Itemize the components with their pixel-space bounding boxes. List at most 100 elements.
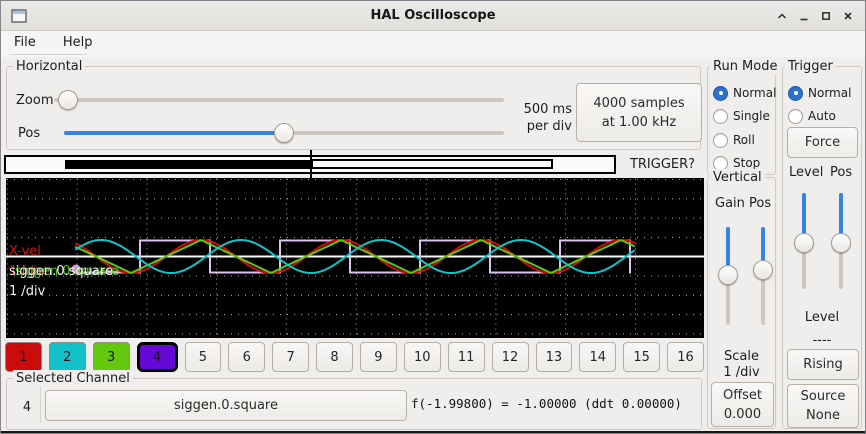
pos-slider-label: Pos: [18, 126, 41, 141]
run-mode-option-normal[interactable]: Normal: [713, 84, 776, 102]
minimize-icon: [800, 18, 808, 21]
gain-slider-label: Gain: [715, 196, 745, 211]
channel-button-13[interactable]: 13: [535, 342, 573, 372]
shade-button[interactable]: [771, 5, 793, 27]
menu-file[interactable]: File: [14, 35, 36, 50]
radio-label: Normal: [733, 86, 777, 100]
channel-value-readout: f(-1.99800) = -1.00000 (ddt 0.00000): [411, 396, 682, 411]
trigger-status-label: TRIGGER?: [629, 157, 696, 172]
selected-channel-frame-label: Selected Channel: [13, 370, 133, 387]
scope-ghost-scale-label: 1 /div: [9, 264, 46, 279]
vertical-frame-label: Vertical: [710, 169, 765, 186]
maximize-button[interactable]: [815, 5, 837, 27]
pos-slider-fill: [64, 131, 280, 135]
horizontal-frame-label: Horizontal: [13, 58, 86, 75]
run-mode-option-single[interactable]: Single: [713, 107, 770, 125]
zoom-slider-handle[interactable]: [58, 90, 78, 110]
channel-button-8[interactable]: 8: [316, 342, 353, 372]
scope-ghost-name-label: siggen.0.square: [15, 264, 119, 279]
channel-button-5[interactable]: 5: [184, 342, 222, 372]
radio-label: Normal: [808, 86, 852, 100]
source-line2: None: [806, 408, 840, 423]
radio-icon[interactable]: [788, 85, 803, 101]
trigger-level-slider-label: Level: [789, 165, 824, 180]
radio-icon[interactable]: [713, 132, 728, 148]
trigger-level-slider-fill: [802, 193, 806, 243]
window-icon: [11, 9, 27, 23]
channel-button-9[interactable]: 9: [360, 342, 397, 372]
trigger-edge-button[interactable]: Rising: [787, 349, 859, 380]
maximize-icon: [822, 12, 830, 20]
trigger-option-auto[interactable]: Auto: [788, 107, 836, 125]
radio-label: Auto: [808, 109, 836, 123]
radio-icon[interactable]: [788, 108, 803, 124]
selected-channel-number: 4: [22, 400, 32, 415]
offset-button[interactable]: Offset 0.000: [711, 382, 774, 427]
channel-button-4[interactable]: 4: [136, 342, 178, 372]
menubar-underline: [9, 54, 87, 55]
trigger-option-normal[interactable]: Normal: [788, 84, 851, 102]
run-mode-frame-label: Run Mode: [710, 58, 781, 75]
vertical-pos-slider-fill: [761, 227, 765, 270]
trigger-position-tick: [310, 150, 312, 178]
gain-slider-handle[interactable]: [718, 265, 738, 285]
run-mode-frame: Run Mode Normal Single Roll Stop: [707, 58, 781, 175]
vertical-frame: Vertical Gain Pos Scale 1 /div Offset 0.…: [707, 169, 776, 429]
scope-display: X-vel 1 /div siggen.0.square siggen.0.sq…: [6, 178, 704, 338]
selected-channel-frame: Selected Channel 4 siggen.0.square f(-1.…: [6, 370, 702, 430]
source-line1: Source: [800, 389, 846, 404]
channel-button-11[interactable]: 11: [447, 342, 485, 372]
samples-line1: 4000 samples: [593, 95, 685, 111]
window-title: HAL Oscilloscope: [370, 8, 496, 23]
close-button[interactable]: [837, 5, 859, 27]
channel-button-14[interactable]: 14: [579, 342, 617, 372]
scope-selected-name-label: siggen.0.square: [9, 264, 113, 279]
trigger-frame-label: Trigger: [785, 58, 836, 75]
channel-button-6[interactable]: 6: [228, 342, 266, 372]
scope-canvas: [6, 178, 704, 335]
offset-label: Offset: [722, 387, 763, 403]
minimize-button[interactable]: [793, 5, 815, 27]
samples-button[interactable]: 4000 samples at 1.00 kHz: [576, 83, 702, 142]
channel-button-7[interactable]: 7: [272, 342, 310, 372]
close-icon: [844, 12, 852, 20]
force-label: Force: [804, 135, 841, 150]
selected-channel-separator: [40, 387, 41, 423]
run-mode-option-stop[interactable]: Stop: [713, 154, 760, 172]
radio-icon[interactable]: [713, 108, 728, 124]
trigger-source-button[interactable]: Source None: [787, 384, 859, 428]
rate-value: 500 ms: [523, 102, 572, 117]
gain-slider-fill: [726, 227, 730, 275]
menubar: File Help: [1, 31, 865, 57]
channel-button-1[interactable]: 1: [5, 342, 42, 372]
radio-icon[interactable]: [713, 85, 728, 101]
chevron-up-icon: [777, 13, 787, 19]
horizontal-frame: Horizontal Zoom Pos 500 ms per div 4000 …: [6, 58, 702, 150]
selected-channel-name-button[interactable]: siggen.0.square: [45, 390, 407, 421]
force-trigger-button[interactable]: Force: [787, 127, 858, 158]
trigger-pos-slider-handle[interactable]: [831, 233, 851, 253]
vertical-pos-slider-handle[interactable]: [753, 260, 773, 280]
channel-button-10[interactable]: 10: [403, 342, 441, 372]
trigger-level-caption: Level: [804, 310, 840, 325]
titlebar: HAL Oscilloscope: [1, 1, 865, 31]
channel-button-3[interactable]: 3: [92, 342, 130, 372]
trigger-frame: Trigger Normal Auto Force Level Pos Leve…: [782, 58, 862, 429]
scale-value: 1 /div: [723, 365, 760, 380]
pos-slider-handle[interactable]: [274, 123, 294, 143]
channel-button-16[interactable]: 16: [667, 342, 704, 372]
run-mode-option-roll[interactable]: Roll: [713, 131, 755, 149]
record-view-filled-segment: [65, 160, 311, 169]
zoom-slider-track[interactable]: [54, 98, 504, 102]
channel-button-12[interactable]: 12: [491, 342, 529, 372]
radio-label: Roll: [733, 133, 755, 147]
trigger-level-slider-handle[interactable]: [794, 233, 814, 253]
vertical-pos-slider-label: Pos: [749, 196, 772, 211]
scale-caption: Scale: [724, 349, 759, 364]
trigger-level-value: ----: [812, 333, 832, 348]
rate-readout: 500 ms per div: [502, 101, 572, 135]
channel-button-2[interactable]: 2: [48, 342, 86, 372]
selected-channel-name: siggen.0.square: [174, 398, 278, 413]
menu-help[interactable]: Help: [62, 35, 93, 50]
channel-button-15[interactable]: 15: [623, 342, 661, 372]
